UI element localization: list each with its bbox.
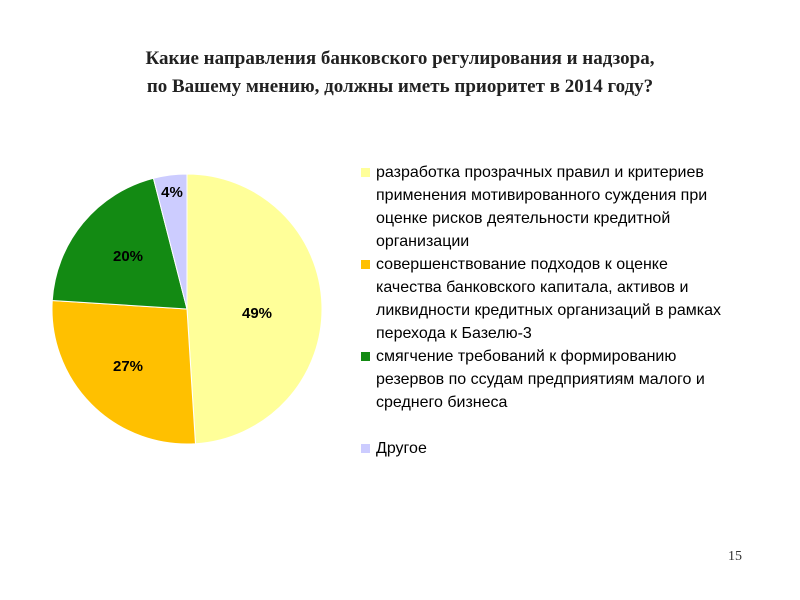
- legend-item-reserves: смягчение требований к формированию резе…: [361, 345, 761, 414]
- chart-title: Какие направления банковского регулирова…: [0, 45, 800, 101]
- page-number: 15: [728, 549, 742, 564]
- legend-text-line: резервов по ссудам предприятиям малого и: [376, 371, 705, 388]
- legend-text-line: применения мотивированного суждения при: [376, 187, 708, 204]
- chart-title-line-1: Какие направления банковского регулирова…: [145, 48, 655, 69]
- legend-text-line: организации: [376, 233, 470, 250]
- pie-data-label: 20%: [113, 248, 143, 265]
- legend-text-line: Другое: [376, 440, 427, 457]
- legend-item-rules: разработка прозрачных правил и критериев…: [361, 161, 761, 253]
- legend-swatch-reserves: [361, 352, 370, 361]
- pie-slice-rules: [186, 173, 323, 445]
- legend-text-line: среднего бизнеса: [376, 394, 508, 411]
- chart-legend: разработка прозрачных правил и критериев…: [361, 161, 761, 460]
- legend-swatch-other: [361, 444, 370, 453]
- legend-text-line: разработка прозрачных правил и критериев: [376, 164, 704, 181]
- pie-slice-other: [152, 173, 188, 310]
- legend-text-line: совершенствование подходов к оценке: [376, 256, 668, 273]
- legend-text-line: оценке рисков деятельности кредитной: [376, 210, 671, 227]
- chart-title-line-2: по Вашему мнению, должны иметь приоритет…: [146, 76, 654, 97]
- pie-data-label: 27%: [113, 358, 143, 375]
- legend-text-line: смягчение требований к формированию: [376, 348, 677, 365]
- legend-text-line: перехода к Базелю-3: [376, 325, 532, 342]
- legend-item-other: Другое: [361, 437, 761, 460]
- legend-text-line: качества банковского капитала, активов и: [376, 279, 689, 296]
- legend-item-capital: совершенствование подходов к оценке каче…: [361, 253, 761, 345]
- pie-slice-capital: [51, 299, 197, 445]
- legend-text-line: ликвидности кредитных организаций в рамк…: [376, 302, 721, 319]
- legend-swatch-rules: [361, 168, 370, 177]
- pie-slice-reserves: [51, 177, 188, 310]
- pie-data-label: 49%: [242, 305, 272, 322]
- pie-data-label: 4%: [161, 184, 183, 201]
- legend-swatch-capital: [361, 260, 370, 269]
